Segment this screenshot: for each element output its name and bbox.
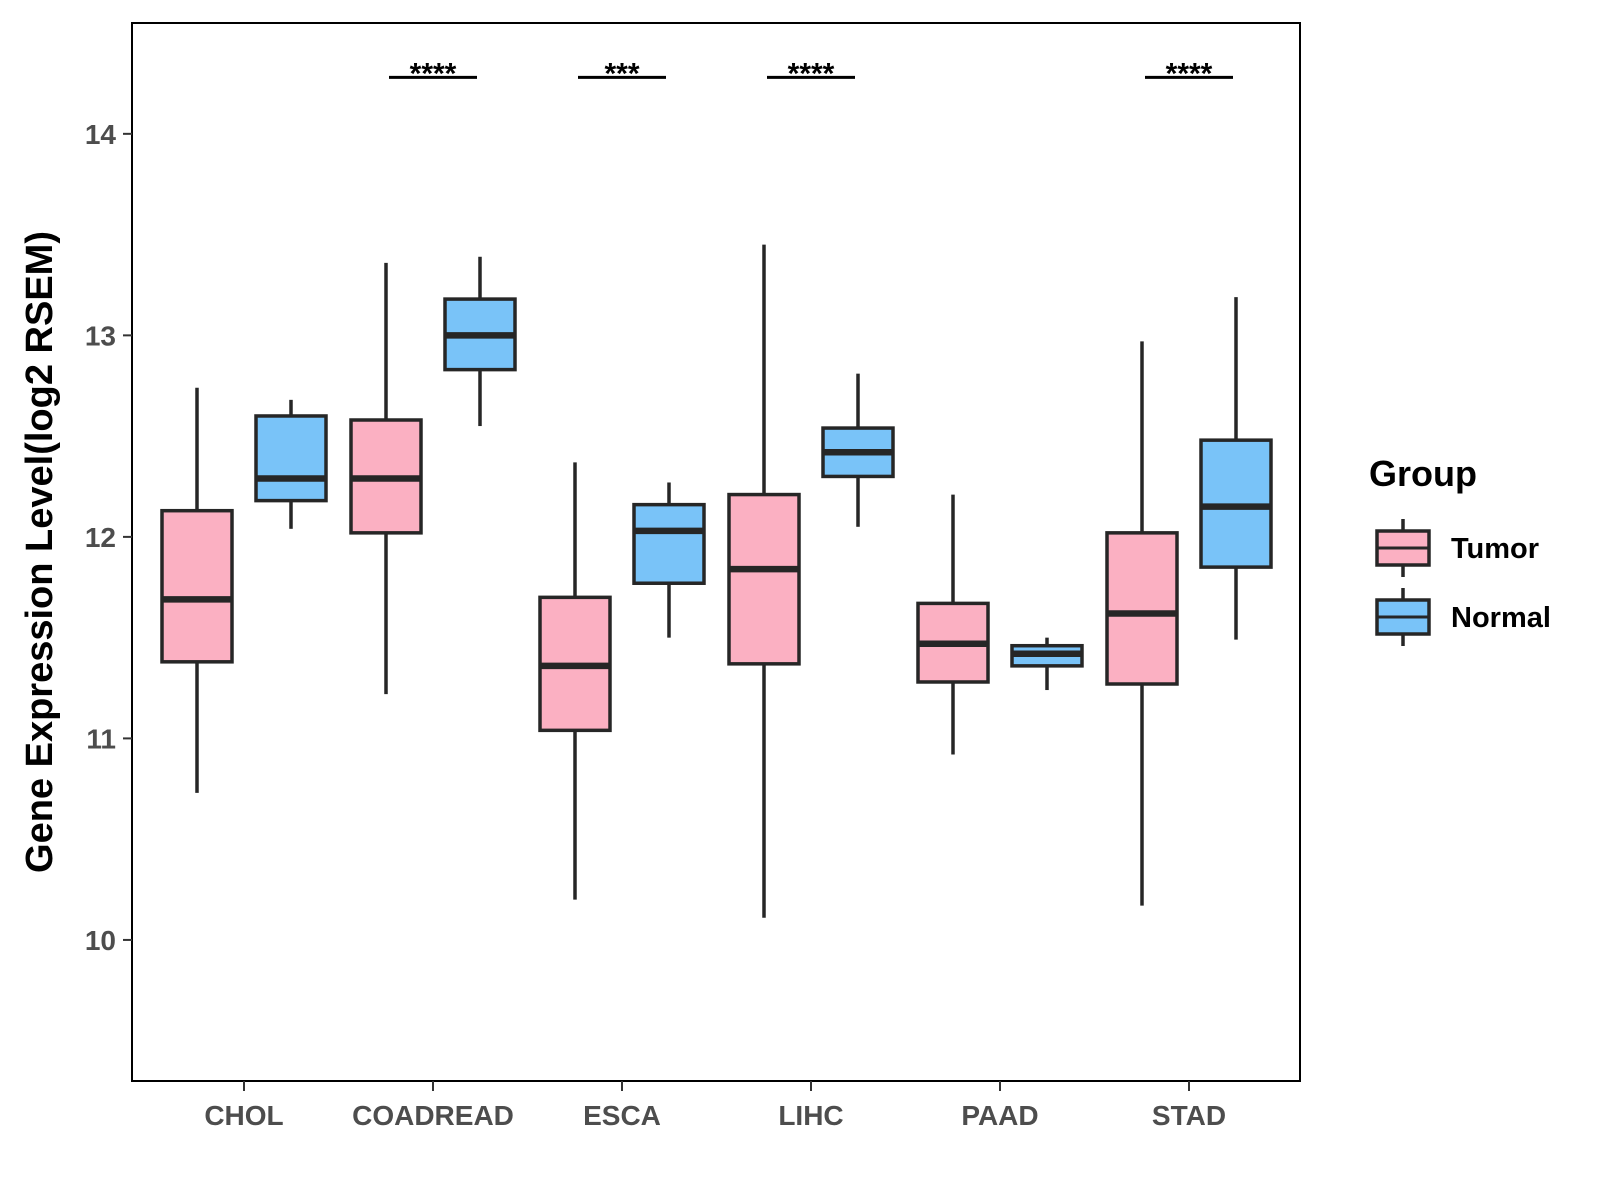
box-body-normal-esca [632,502,706,585]
x-axis: CHOL COADREAD ESCA LIHC PAAD STAD [204,1081,1226,1131]
box-body-tumor-lihc [727,492,801,666]
x-tick-label-lihc: LIHC [778,1100,843,1131]
box-normal-lihc [821,373,895,527]
box-tumor-paad [916,494,990,755]
legend-label-normal: Normal [1451,602,1551,634]
y-axis: 10 11 12 13 14 [85,119,132,956]
box-normal-stad [1199,297,1273,640]
box-tumor-esca [538,462,612,900]
box-tumor-stad [1105,341,1179,906]
y-tick-label-10: 10 [85,925,116,956]
box-normal-coadread [443,256,517,427]
legend-item-normal: Normal [1375,588,1551,646]
significance-label-esca: *** [604,57,639,90]
x-tick-label-stad: STAD [1152,1100,1226,1131]
plot-area: **** *** **** **** [160,57,1273,918]
y-tick-label-12: 12 [85,522,116,553]
box-normal-paad [1010,637,1084,691]
x-tick-label-chol: CHOL [204,1100,283,1131]
box-body-tumor-stad [1105,531,1179,686]
legend: Group Tumor Normal [1369,453,1551,646]
box-normal-chol [254,399,328,529]
x-tick-label-coadread: COADREAD [352,1100,514,1131]
box-tumor-lihc [727,244,801,918]
x-tick-label-paad: PAAD [961,1100,1038,1131]
legend-item-tumor: Tumor [1375,519,1539,577]
box-normal-esca [632,482,706,638]
x-tick-label-esca: ESCA [583,1100,661,1131]
box-body-tumor-chol [160,508,234,664]
y-tick-label-14: 14 [85,119,117,150]
significance-label-stad: **** [1166,57,1213,90]
box-tumor-chol [160,387,234,793]
box-body-normal-chol [254,414,328,503]
plot-panel-border [131,22,1301,1082]
box-tumor-coadread [349,262,423,695]
y-tick-label-11: 11 [86,723,116,754]
legend-title: Group [1369,453,1477,494]
significance-label-lihc: **** [788,57,835,90]
y-axis-title: Gene Expression Level(log2 RSEM) [19,231,61,873]
legend-label-tumor: Tumor [1451,533,1539,565]
y-tick-label-13: 13 [85,320,116,351]
significance-label-coadread: **** [410,57,457,90]
